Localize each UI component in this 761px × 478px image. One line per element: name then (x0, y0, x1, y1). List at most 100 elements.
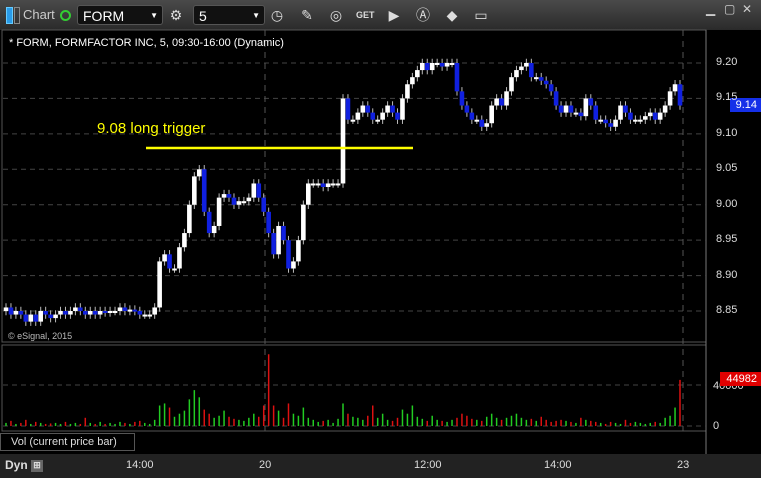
toolbar: Chart FORM ▼ ⚙ 5 ▼ ◷ ✎ ◎ GET ▶ Ⓐ ◆ ▭ ▁ ▢ ✕ (0, 0, 761, 30)
interval-input[interactable]: 5 ▼ (193, 5, 265, 25)
time-tick: 14:00 (544, 459, 572, 471)
candle-body (449, 63, 455, 65)
candle-body (553, 91, 559, 106)
candle-body (78, 307, 83, 312)
candle-body (187, 204, 192, 234)
candle-body (375, 119, 380, 122)
close-button[interactable]: ✕ (742, 2, 753, 16)
candle-body (578, 112, 584, 117)
candle-body (588, 98, 594, 106)
candle-body (63, 311, 68, 315)
time-tick: 14:00 (126, 459, 154, 471)
candle-body (73, 307, 78, 312)
chevron-down-icon: ▼ (252, 11, 260, 20)
copyright: © eSignal, 2015 (8, 331, 73, 341)
price-tick: 9.10 (716, 126, 738, 139)
candle-body (127, 309, 133, 312)
candle-body (8, 307, 14, 315)
time-tick: 20 (259, 459, 272, 471)
candle-body (677, 84, 683, 106)
candle-body (142, 314, 148, 317)
candle-body (558, 105, 564, 113)
bottom-bar (0, 454, 761, 478)
candle-body (226, 194, 232, 198)
price-tick: 9.05 (716, 162, 738, 175)
candle-body (172, 268, 177, 271)
candle-body (494, 98, 499, 106)
link-status-icon[interactable] (60, 10, 71, 21)
candle-body (603, 119, 608, 124)
candle-body (296, 240, 301, 262)
candle-body (206, 211, 212, 234)
maximize-button[interactable]: ▢ (724, 2, 736, 16)
candle-body (499, 98, 504, 106)
candle-body (216, 197, 222, 226)
candle-body (543, 80, 549, 85)
alert-icon[interactable]: Ⓐ (416, 7, 430, 23)
candle-body (479, 119, 485, 127)
candle-body (429, 63, 435, 71)
price-tick: 8.90 (716, 268, 738, 281)
candle-body (662, 105, 668, 113)
candle-body (122, 307, 128, 312)
candle-body (350, 119, 356, 122)
candle-body (271, 233, 276, 255)
candle-body (519, 66, 524, 71)
settings-icon[interactable]: ⚙ (169, 7, 183, 23)
time-tick: 12:00 (414, 459, 442, 471)
candle-body (192, 176, 197, 205)
candle-body (306, 183, 311, 205)
dyn-label: Dyn (5, 458, 28, 472)
get-icon[interactable]: GET (356, 10, 375, 20)
candle-body (489, 105, 494, 124)
minimize-button[interactable]: ▁ (706, 2, 716, 16)
price-tick: 9.20 (716, 56, 738, 68)
candle-body (529, 63, 534, 78)
candle-body (400, 98, 405, 120)
candle-body (563, 105, 569, 113)
candle-body (132, 309, 138, 312)
candle-body (598, 119, 604, 122)
candle-body (137, 311, 143, 315)
pencil-icon[interactable]: ✎ (301, 7, 313, 23)
candle-body (107, 311, 113, 314)
candle-body (18, 311, 24, 315)
candle-body (415, 70, 420, 78)
candle-body (310, 183, 316, 186)
candle-body (514, 70, 519, 78)
candle-body (370, 112, 376, 120)
study-icon[interactable]: ◎ (329, 7, 343, 23)
candle-body (23, 314, 29, 322)
candle-body (345, 98, 351, 120)
panel-toggle-icon[interactable] (6, 7, 13, 24)
dyn-mode[interactable]: Dyn ⊞ (5, 458, 44, 472)
candle-body (48, 314, 53, 319)
tag-icon[interactable]: ◆ (446, 7, 458, 23)
last-volume-label: 44982 (720, 372, 761, 386)
candle-body (301, 204, 306, 241)
candle-body (657, 112, 663, 120)
vol-tick-0: 0 (713, 420, 720, 432)
comment-icon[interactable]: ▭ (474, 7, 488, 23)
volume-study-label[interactable]: Vol (current price bar) (0, 433, 135, 451)
clock-icon[interactable]: ◷ (270, 7, 284, 23)
candle-body (320, 183, 326, 188)
candle-body (340, 98, 346, 184)
candle-body (424, 63, 430, 71)
candle-body (256, 183, 262, 198)
candle-body (13, 311, 19, 315)
chart-title: * FORM, FORMFACTOR INC, 5, 09:30-16:00 (… (9, 37, 284, 49)
price-tick: 8.95 (716, 233, 738, 246)
candle-body (246, 197, 252, 202)
candle-body (643, 116, 648, 120)
panel-toggle-icon-2[interactable] (14, 7, 20, 24)
candle-body (241, 201, 247, 204)
candle-body (548, 84, 554, 92)
play-icon[interactable]: ▶ (388, 7, 400, 23)
candle-body (330, 183, 336, 186)
symbol-input[interactable]: FORM ▼ (77, 5, 163, 25)
candle-body (390, 105, 395, 113)
candle-body (182, 233, 187, 248)
lock-icon[interactable]: ⊞ (31, 459, 44, 472)
